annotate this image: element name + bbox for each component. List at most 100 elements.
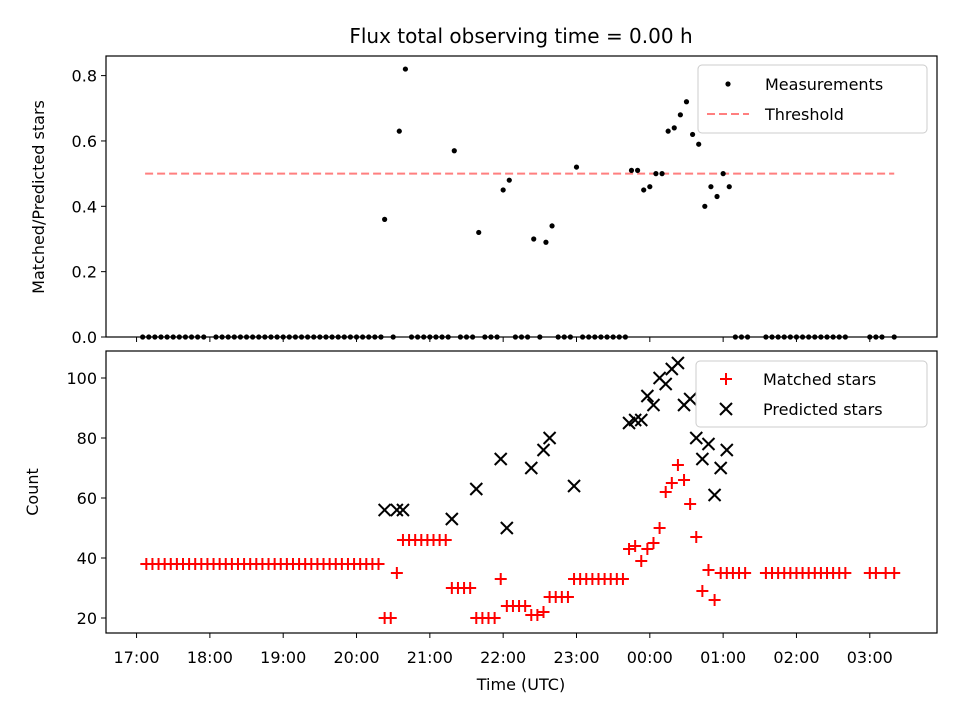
predicted-star-point bbox=[707, 488, 722, 502]
matched-star-point bbox=[653, 522, 666, 534]
bottom-y-tick-label: 60 bbox=[77, 489, 97, 508]
matched-star-point bbox=[839, 567, 852, 579]
measurement-point bbox=[573, 164, 580, 170]
bottom-plot: 20 40 60 80 100 17:00 18:00 19:00 20:00 21:00 22:… bbox=[23, 350, 938, 694]
measurement-point bbox=[720, 171, 726, 177]
predicted-star-point bbox=[536, 443, 551, 457]
predicted-star-point bbox=[689, 431, 703, 445]
matched-star-point bbox=[702, 564, 715, 576]
top-y-tick-label: 0.2 bbox=[72, 263, 97, 282]
bottom-x-tick-label: 23:00 bbox=[553, 648, 599, 667]
top-plot: 0.00.20.40.60.8 Matched/Predicted stars … bbox=[29, 55, 938, 347]
measurement-point bbox=[726, 184, 732, 190]
bottom-x-tick-label: 00:00 bbox=[627, 648, 673, 667]
matched-star-point bbox=[708, 594, 721, 606]
bottom-data-marks bbox=[140, 356, 901, 624]
measurement-point bbox=[653, 171, 659, 177]
bottom-x-tick-label: 20:00 bbox=[333, 648, 379, 667]
predicted-star-point bbox=[701, 437, 716, 451]
legend-threshold-label: Threshold bbox=[764, 105, 844, 124]
matched-star-point bbox=[641, 543, 654, 555]
measurement-point bbox=[549, 223, 555, 229]
bottom-legend-box bbox=[695, 360, 928, 428]
predicted-star-point bbox=[390, 503, 404, 517]
measurement-point bbox=[382, 216, 388, 222]
bottom-x-tick-label: 01:00 bbox=[700, 648, 746, 667]
measurement-point bbox=[696, 141, 702, 147]
measurement-point bbox=[543, 239, 549, 245]
matched-star-point bbox=[519, 600, 532, 612]
top-legend-box bbox=[697, 64, 928, 134]
matched-star-point bbox=[390, 567, 403, 579]
bottom-x-tick-label: 03:00 bbox=[847, 648, 893, 667]
top-x-ticks bbox=[136, 337, 871, 342]
measurement-point bbox=[531, 236, 537, 242]
measurement-point bbox=[506, 177, 512, 183]
measurement-point bbox=[647, 184, 653, 190]
measurement-point bbox=[641, 187, 647, 193]
measurement-point bbox=[683, 99, 690, 105]
measurement-point bbox=[702, 203, 708, 209]
legend-measurements-marker bbox=[725, 81, 731, 87]
measurement-point bbox=[714, 193, 720, 200]
matched-star-point bbox=[671, 459, 684, 471]
top-axes-frame bbox=[105, 55, 938, 338]
matched-star-point bbox=[537, 606, 550, 618]
bottom-legend: Matched stars Predicted stars bbox=[695, 360, 928, 428]
matched-star-point bbox=[616, 573, 629, 585]
predicted-star-point bbox=[469, 482, 483, 496]
matched-star-point bbox=[439, 534, 452, 546]
predicted-star-point bbox=[567, 479, 581, 493]
bottom-x-tick-label: 02:00 bbox=[773, 648, 819, 667]
measurement-point bbox=[665, 128, 671, 134]
predicted-star-point bbox=[634, 413, 648, 427]
bottom-x-ticks: 17:00 18:00 19:00 20:00 21:00 22:00 23:00 00:00… bbox=[113, 633, 893, 667]
matched-star-point bbox=[629, 540, 642, 552]
matched-star-point bbox=[561, 591, 574, 603]
predicted-star-point bbox=[720, 443, 734, 457]
predicted-star-point bbox=[646, 398, 661, 412]
matched-star-point bbox=[623, 543, 636, 555]
measurement-point bbox=[677, 112, 683, 118]
legend-predicted-label: Predicted stars bbox=[763, 400, 883, 419]
predicted-star-point bbox=[500, 521, 514, 535]
bottom-y-tick-label: 80 bbox=[77, 429, 97, 448]
measurement-point bbox=[451, 148, 457, 154]
legend-predicted-marker bbox=[719, 402, 733, 416]
bottom-y-axis-label: Count bbox=[23, 468, 42, 516]
measurement-point bbox=[628, 167, 635, 173]
predicted-star-point bbox=[695, 452, 710, 466]
bottom-y-ticks: 20 40 60 80 100 bbox=[66, 369, 106, 628]
predicted-star-point bbox=[671, 356, 685, 370]
legend-matched-marker bbox=[720, 373, 732, 385]
predicted-star-point bbox=[628, 413, 642, 427]
bottom-x-tick-label: 19:00 bbox=[260, 648, 306, 667]
matched-star-point bbox=[888, 567, 901, 579]
bottom-x-tick-label: 21:00 bbox=[407, 648, 453, 667]
matched-star-point bbox=[372, 558, 385, 570]
matched-star-point bbox=[384, 612, 397, 624]
bottom-x-tick-label: 18:00 bbox=[187, 648, 233, 667]
bottom-x-tick-label: 22:00 bbox=[480, 648, 526, 667]
bottom-y-tick-label: 40 bbox=[77, 549, 97, 568]
matched-star-point bbox=[464, 582, 477, 594]
matched-star-point bbox=[635, 555, 648, 567]
matched-star-point bbox=[678, 474, 691, 486]
predicted-star-point bbox=[445, 512, 459, 526]
top-chart-title: Flux total observing time = 0.00 h bbox=[349, 24, 692, 48]
matched-star-point bbox=[659, 486, 672, 498]
measurement-point bbox=[500, 187, 506, 193]
top-y-tick-label: 0.6 bbox=[72, 132, 97, 151]
bottom-y-tick-label: 20 bbox=[77, 609, 97, 628]
measurement-point bbox=[659, 171, 665, 177]
matched-star-point bbox=[739, 567, 752, 579]
predicted-star-point bbox=[658, 377, 673, 391]
bottom-y-tick-label: 100 bbox=[66, 369, 97, 388]
legend-matched-label: Matched stars bbox=[763, 370, 876, 389]
top-y-tick-label: 0.4 bbox=[72, 197, 97, 216]
predicted-star-point bbox=[713, 461, 728, 475]
bottom-x-tick-label: 17:00 bbox=[113, 648, 159, 667]
matched-star-point bbox=[690, 531, 703, 543]
predicted-star-point bbox=[377, 503, 392, 517]
matched-star-point bbox=[531, 609, 544, 621]
